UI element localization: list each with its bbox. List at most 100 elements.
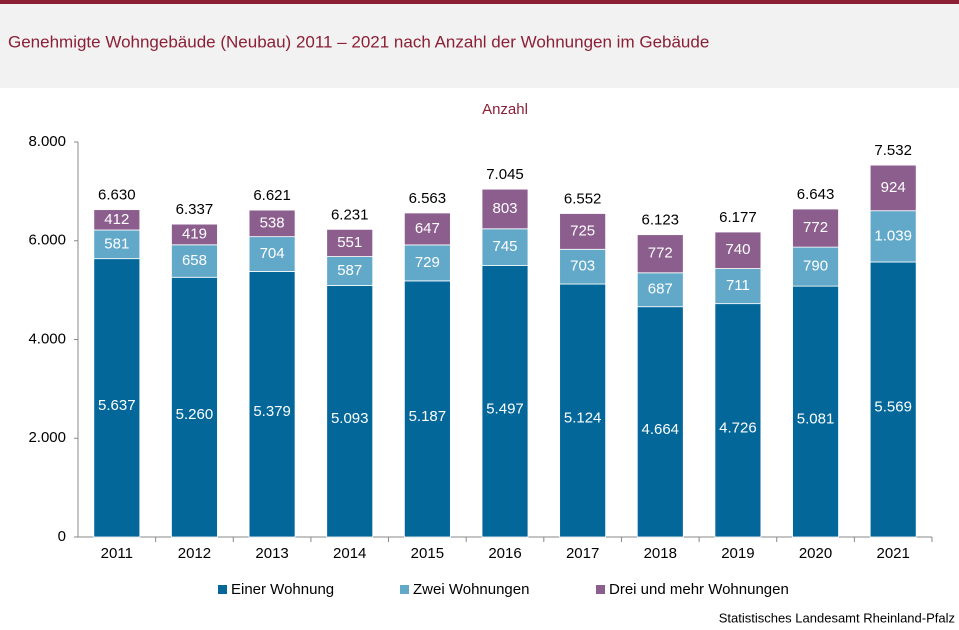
bar-segment <box>869 164 917 212</box>
value-label: 1.039 <box>874 227 912 244</box>
value-label: 5.124 <box>564 409 602 426</box>
bar-segment <box>869 210 917 263</box>
y-axis-label: Anzahl <box>482 101 528 118</box>
total-label: 6.177 <box>719 209 757 226</box>
bar-segment <box>792 285 839 538</box>
value-label: 538 <box>260 214 285 231</box>
x-tick-label: 2014 <box>333 545 366 562</box>
bar-segment <box>93 209 141 231</box>
chart-title: Genehmigte Wohngebäude (Neubau) 2011 – 2… <box>8 32 709 51</box>
total-label: 7.045 <box>486 166 524 183</box>
x-tick-label: 2018 <box>644 545 677 562</box>
bar-segment <box>559 248 607 285</box>
bar-segment <box>248 271 296 538</box>
value-label: 4.664 <box>641 421 679 438</box>
bar-segment <box>559 283 607 538</box>
total-label: 6.563 <box>409 190 447 207</box>
x-tick-label: 2012 <box>178 545 211 562</box>
bar-segment <box>481 228 529 266</box>
value-label: 772 <box>803 219 828 236</box>
bar-segment <box>171 244 218 278</box>
value-label: 687 <box>648 281 673 298</box>
value-label: 5.497 <box>486 400 524 417</box>
source: Statistisches Landesamt Rheinland-Pfalz <box>719 610 955 625</box>
total-label: 6.123 <box>641 212 679 229</box>
value-label: 740 <box>725 241 750 258</box>
legend-swatch <box>596 585 605 594</box>
bar-segment <box>636 272 684 308</box>
x-tick-label: 2017 <box>566 545 599 562</box>
value-label: 551 <box>337 234 362 251</box>
bar-segment <box>171 223 218 246</box>
bar-segment <box>403 244 451 282</box>
value-label: 803 <box>492 200 517 217</box>
bar-segment <box>869 261 917 538</box>
value-label: 587 <box>337 262 362 279</box>
value-label: 790 <box>803 258 828 275</box>
value-label: 5.569 <box>874 398 912 415</box>
total-label: 6.621 <box>253 187 291 204</box>
x-tick-label: 2013 <box>255 545 288 562</box>
y-tick-label: 8.000 <box>28 133 66 150</box>
total-label: 6.630 <box>98 187 136 204</box>
value-label: 419 <box>182 225 207 242</box>
bar-segment <box>714 303 762 538</box>
bar-segment <box>714 231 762 269</box>
value-label: 745 <box>492 238 517 255</box>
x-tick-label: 2019 <box>721 545 754 562</box>
legend-label: Drei und mehr Wohnungen <box>609 581 789 598</box>
bar-segment <box>636 234 684 274</box>
bar-segment <box>326 228 374 257</box>
value-label: 5.379 <box>253 403 291 420</box>
x-tick-label: 2016 <box>488 545 521 562</box>
value-label: 658 <box>182 252 207 269</box>
value-label: 647 <box>415 220 440 237</box>
value-label: 704 <box>260 245 285 262</box>
total-label: 6.337 <box>176 201 214 218</box>
value-label: 5.260 <box>176 406 214 423</box>
bar-segment <box>559 213 607 250</box>
value-label: 4.726 <box>719 419 757 436</box>
bar-segment <box>481 188 529 230</box>
value-label: 924 <box>881 179 906 196</box>
legend-label: Zwei Wohnungen <box>413 581 529 598</box>
x-tick-label: 2021 <box>876 545 909 562</box>
legend-label: Einer Wohnung <box>231 581 334 598</box>
y-tick-label: 4.000 <box>28 330 66 347</box>
bar-segment <box>481 265 529 538</box>
total-label: 6.231 <box>331 206 369 223</box>
y-tick-label: 0 <box>58 528 66 545</box>
x-tick-label: 2011 <box>101 545 133 562</box>
y-tick-label: 2.000 <box>28 429 66 446</box>
bar-segment <box>792 246 839 287</box>
bar-segment <box>248 209 296 238</box>
value-label: 725 <box>570 222 595 239</box>
total-label: 7.532 <box>874 142 912 159</box>
value-label: 5.637 <box>98 397 136 414</box>
value-label: 5.187 <box>409 408 447 425</box>
value-label: 581 <box>104 235 129 252</box>
value-label: 5.081 <box>797 411 835 428</box>
total-label: 6.552 <box>564 190 602 207</box>
y-tick-label: 6.000 <box>28 232 66 249</box>
value-label: 412 <box>104 211 129 228</box>
bar-segment <box>636 306 684 538</box>
top-border <box>0 0 959 4</box>
bar-segment <box>93 229 141 260</box>
bar-segment <box>93 258 141 538</box>
value-label: 703 <box>570 258 595 275</box>
x-tick-label: 2015 <box>411 545 444 562</box>
value-label: 711 <box>726 277 750 294</box>
bar-segment <box>792 208 839 248</box>
value-label: 5.093 <box>331 410 369 427</box>
legend-swatch <box>218 585 227 594</box>
x-tick-label: 2020 <box>799 545 832 562</box>
total-label: 6.643 <box>797 186 835 203</box>
value-label: 729 <box>415 254 440 271</box>
bar-segment <box>326 285 374 538</box>
bar-segment <box>403 212 451 246</box>
legend-swatch <box>400 585 409 594</box>
value-label: 772 <box>648 245 673 262</box>
bar-segment <box>248 236 296 272</box>
